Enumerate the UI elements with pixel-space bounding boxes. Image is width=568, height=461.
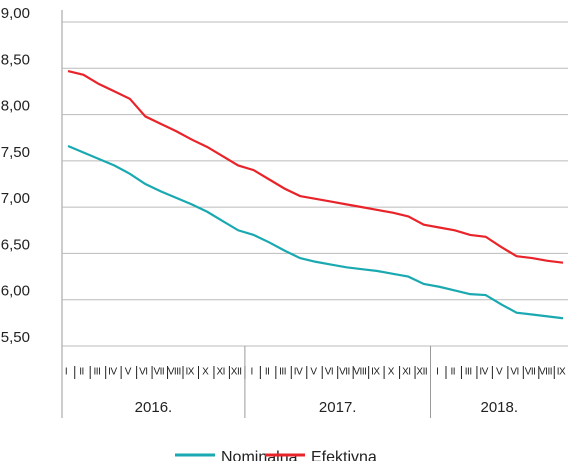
x-tick-label: III	[465, 367, 472, 378]
legend-label: Efektivna	[311, 449, 377, 461]
y-tick-label: 8,00	[1, 98, 30, 115]
x-tick-label: III	[279, 367, 286, 378]
line-series	[67, 69, 564, 264]
y-tick-label: 9,00	[1, 5, 30, 22]
x-tick-label: IX	[186, 367, 195, 378]
y-tick-label: 6,50	[1, 236, 30, 253]
x-tick-label: VII	[339, 367, 350, 378]
x-tick-label: VIII	[168, 367, 181, 378]
group-label: 2018.	[480, 399, 518, 416]
x-tick-label: IX	[371, 367, 380, 378]
x-tick-label: I	[65, 367, 67, 378]
y-tick-label: 8,50	[1, 51, 30, 68]
x-tick-label: V	[125, 367, 132, 378]
x-tick-label: II	[450, 367, 455, 378]
x-tick-label: III	[94, 367, 101, 378]
y-tick-label: 6,00	[1, 283, 30, 300]
group-label: 2017.	[319, 399, 357, 416]
x-tick-label: XI	[216, 367, 224, 378]
x-tick-label: I	[436, 367, 438, 378]
x-tick-label: V	[310, 367, 317, 378]
x-tick-label: X	[388, 367, 395, 378]
x-tick-label: I	[250, 367, 252, 378]
x-tick-label: XII	[231, 367, 242, 378]
x-tick-label: IX	[557, 367, 566, 378]
x-tick-label: VI	[510, 367, 518, 378]
x-tick-label: II	[79, 367, 84, 378]
x-tick-label: X	[202, 367, 209, 378]
x-tick-label: VI	[139, 367, 147, 378]
x-tick-label: VIII	[539, 367, 552, 378]
x-tick-label: IV	[108, 367, 117, 378]
x-tick-label: II	[265, 367, 270, 378]
legend-label: Nominalna	[221, 449, 298, 461]
line-series	[67, 145, 564, 320]
x-tick-label: VIII	[353, 367, 366, 378]
x-tick-label: V	[496, 367, 503, 378]
y-tick-label: 7,50	[1, 144, 30, 161]
x-tick-label: IV	[294, 367, 303, 378]
x-tick-label: VI	[325, 367, 333, 378]
y-tick-label: 7,00	[1, 190, 30, 207]
x-tick-label: XI	[402, 367, 410, 378]
x-tick-label: VII	[153, 367, 164, 378]
x-tick-label: VII	[525, 367, 536, 378]
group-label: 2016.	[135, 399, 173, 416]
y-tick-label: 5,50	[1, 329, 30, 346]
x-tick-label: XII	[416, 367, 427, 378]
x-tick-label: IV	[479, 367, 488, 378]
